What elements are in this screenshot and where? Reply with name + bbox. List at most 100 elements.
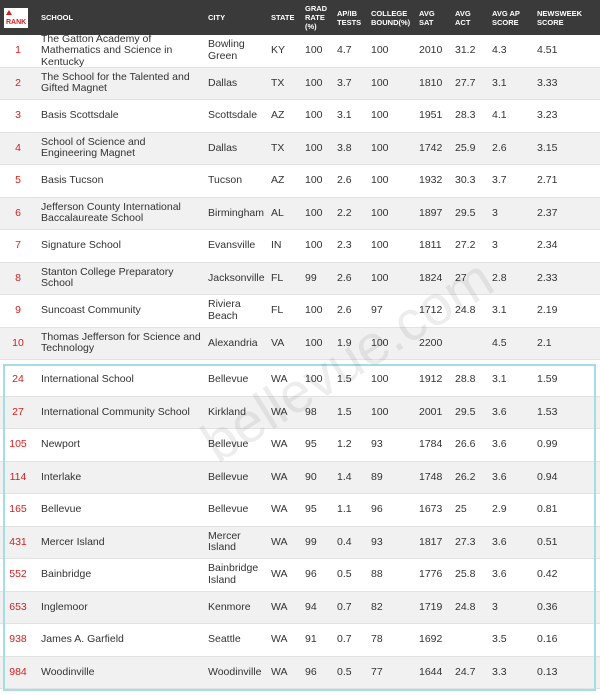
table-cell: 99: [305, 535, 317, 548]
table-cell: 100: [371, 336, 389, 349]
table-cell: 4.3: [492, 44, 507, 56]
table-cell: Newport: [41, 438, 81, 450]
table-cell: 1932: [419, 174, 443, 186]
table-cell: [450, 328, 487, 360]
table-cell: 3.6: [492, 568, 507, 580]
table-cell: 100: [371, 109, 389, 121]
table-cell: AL: [271, 206, 284, 219]
table-cell: FL: [271, 304, 284, 316]
rank-cell: 114: [9, 470, 27, 483]
table-cell: 100: [305, 373, 323, 385]
rank-cell: 10: [12, 336, 24, 349]
rank-cell: 6: [15, 206, 21, 219]
table-cell: 2.71: [537, 174, 558, 186]
table-cell: 3.6: [492, 535, 507, 548]
table-cell: 1.5: [337, 373, 352, 385]
header-cell: AVG ACT: [450, 0, 487, 35]
rank-cell: 105: [9, 438, 27, 450]
table-row: 6 Jefferson County International Baccalau…: [0, 197, 600, 230]
header-cell: GRAD RATE (%): [300, 0, 332, 35]
table-cell: 93: [371, 535, 383, 548]
header-label: AVG AP SCORE: [492, 8, 520, 27]
table-cell: 0.16: [537, 633, 558, 645]
table-cell: 2.6: [337, 304, 352, 316]
table-cell: 100: [371, 174, 389, 186]
table-row: 114 Interlake Bellevue WA 90 1.4 89 1748 26.2 3.6…: [0, 461, 600, 494]
table-cell: TX: [271, 76, 285, 89]
table-cell: 3: [492, 239, 498, 251]
table-cell: 26.2: [455, 470, 476, 483]
header-cell: RANK: [0, 0, 36, 35]
table-cell: KY: [271, 44, 286, 56]
table-row: 984 Woodinville Woodinville WA 96 0.5 77 1644 24…: [0, 656, 600, 689]
table-cell: International Community School: [41, 405, 190, 418]
table-cell: 100: [305, 76, 323, 89]
table-cell: WA: [271, 535, 288, 548]
table-cell: Bainbridge: [41, 568, 92, 580]
header-cell: AVG AP SCORE: [487, 0, 532, 35]
table-cell: 29.5: [455, 206, 476, 219]
table-cell: IN: [271, 239, 282, 251]
table-cell: 82: [371, 600, 383, 613]
table-cell: WA: [271, 405, 288, 418]
table-cell: 28.3: [455, 109, 476, 121]
table-cell: Bellevue: [208, 470, 249, 483]
table-cell: 1644: [419, 665, 443, 678]
table-row: 8 Stanton College Preparatory School Jacks…: [0, 262, 600, 295]
table-cell: 0.4: [337, 535, 352, 548]
table-cell: WA: [271, 633, 288, 645]
rank-cell: 24: [12, 373, 24, 385]
table-cell: 3: [492, 206, 498, 219]
table-cell: [450, 624, 487, 656]
table-cell: Thomas Jefferson for Science and Technol…: [41, 330, 201, 355]
header-cell: AVG SAT: [414, 0, 450, 35]
table-cell: 3.8: [337, 141, 352, 154]
table-cell: 100: [305, 239, 323, 251]
table-cell: 2.34: [537, 239, 558, 251]
table-cell: 2.6: [337, 174, 352, 186]
table-cell: 0.36: [537, 600, 558, 613]
table-cell: 1748: [419, 470, 443, 483]
table-cell: Evansville: [208, 239, 256, 251]
table-cell: 1951: [419, 109, 443, 121]
table-cell: 100: [305, 304, 323, 316]
table-cell: Scottsdale: [208, 109, 258, 121]
table-cell: 94: [305, 600, 317, 613]
table-cell: AZ: [271, 109, 285, 121]
table-cell: Kenmore: [208, 600, 251, 613]
rank-cell: 431: [9, 535, 27, 548]
table-cell: Seattle: [208, 633, 241, 645]
table-row: 431 Mercer Island Mercer Island WA 99 0.4 93 18…: [0, 526, 600, 559]
table-cell: 3.1: [337, 109, 352, 121]
table-cell: 2010: [419, 44, 443, 56]
table-row: 10 Thomas Jefferson for Science and Techn…: [0, 327, 600, 360]
table-cell: 100: [305, 206, 323, 219]
header-label: AVG ACT: [455, 8, 471, 27]
table-cell: Jefferson County International Baccalaur…: [41, 200, 181, 225]
rank-cell: 653: [9, 600, 27, 613]
table-cell: 2.8: [492, 271, 507, 284]
table-cell: 100: [305, 109, 323, 121]
table-row: 3 Basis Scottsdale Scottsdale AZ 100 3.1 100 19…: [0, 100, 600, 133]
table-cell: 100: [371, 206, 389, 219]
table-cell: School of Science and Engineering Magnet: [41, 135, 146, 160]
table-cell: Stanton College Preparatory School: [41, 265, 174, 290]
table-header: RANK SCHOOL CITY STATE GRAD RATE (%) AP/IB TE…: [0, 0, 600, 35]
table-cell: 27.3: [455, 535, 476, 548]
table-cell: 3.5: [492, 633, 507, 645]
table-cell: 2.33: [537, 271, 558, 284]
rank-cell: 984: [9, 665, 27, 678]
table-cell: WA: [271, 373, 288, 385]
table-cell: 0.42: [537, 568, 558, 580]
table-cell: 0.99: [537, 438, 558, 450]
table-cell: 3.1: [492, 76, 507, 89]
table-cell: 1897: [419, 206, 443, 219]
table-cell: FL: [271, 271, 284, 284]
table-cell: 100: [371, 405, 389, 418]
table-cell: 4.7: [337, 44, 352, 56]
table-cell: 3.1: [492, 373, 507, 385]
rank-cell: 165: [9, 503, 27, 515]
table-cell: 3.6: [492, 405, 507, 418]
table-cell: 1817: [419, 535, 443, 548]
table-row: 2 The School for the Talented and Gifted …: [0, 67, 600, 100]
